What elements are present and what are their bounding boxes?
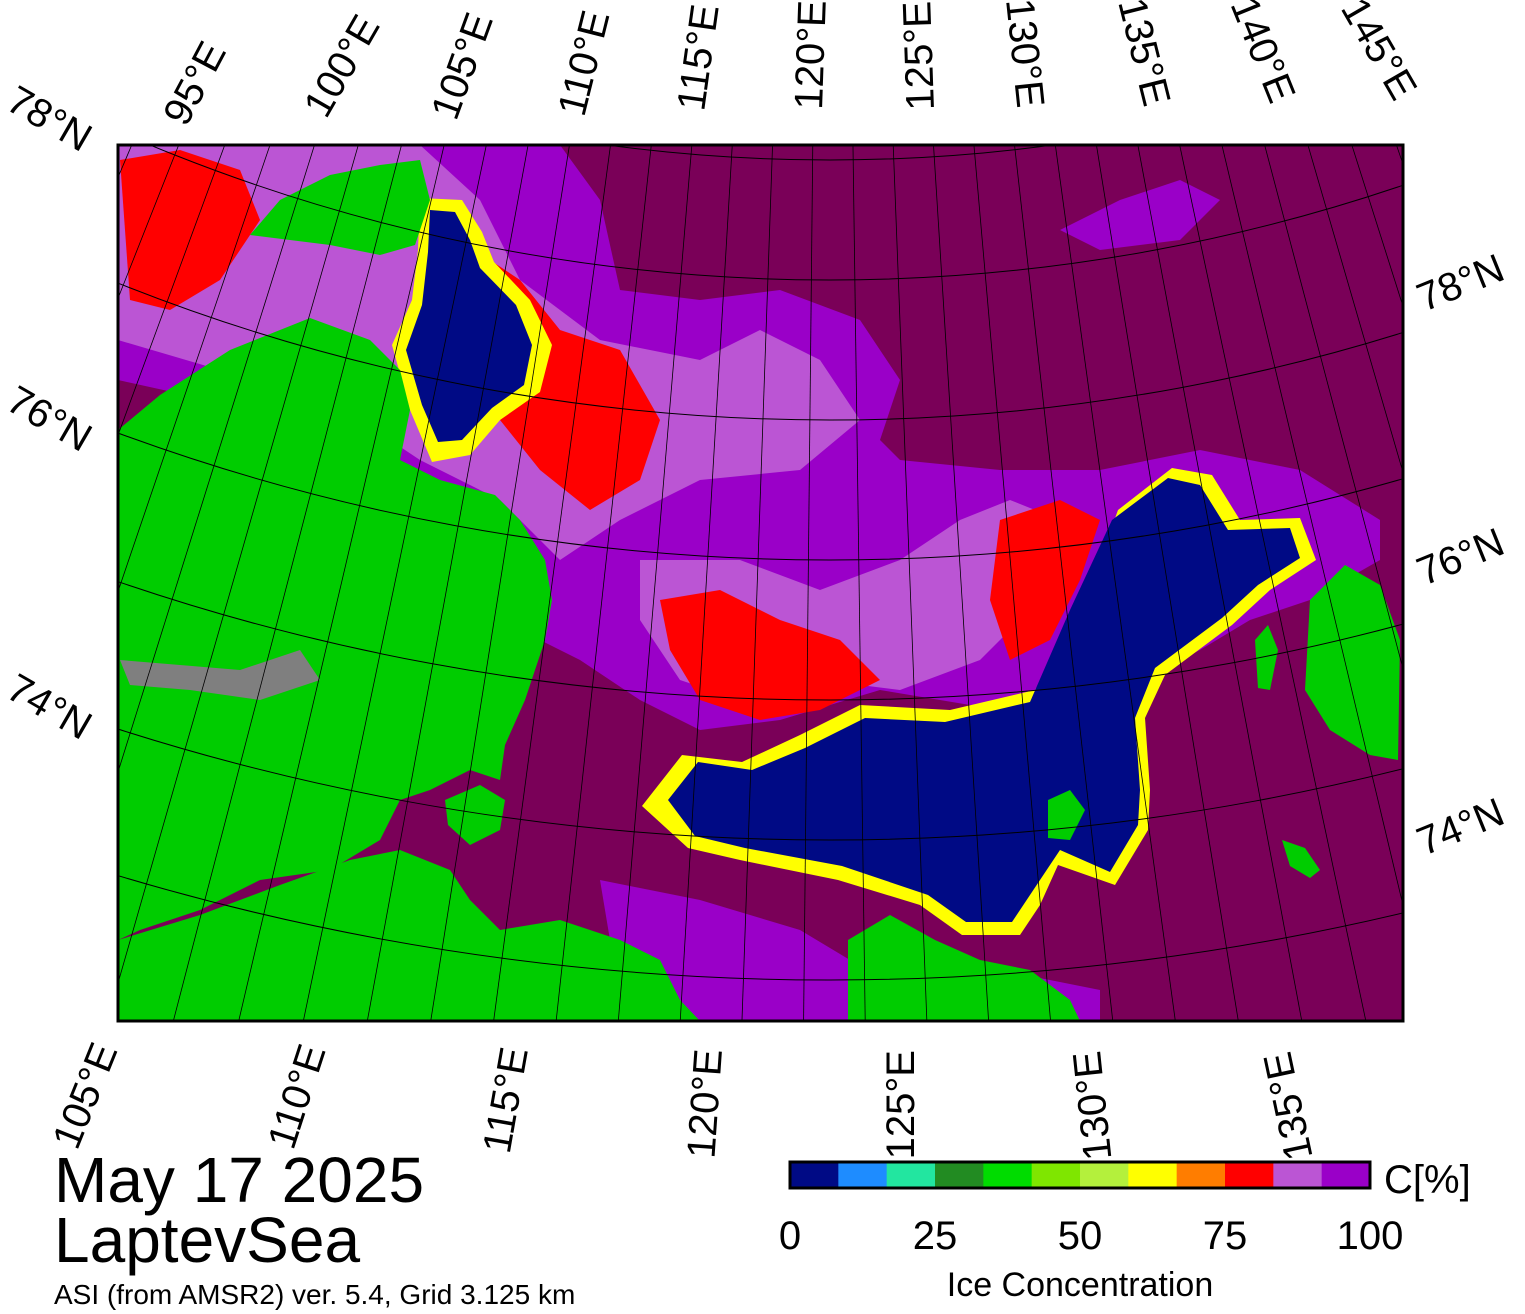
colorbar-tick-label: 50: [1057, 1214, 1103, 1258]
longitude-line: [118, 145, 359, 985]
longitude-line: [892, 145, 928, 1021]
longitude-line: [366, 145, 529, 1021]
lon-label-top: 145°E: [1332, 0, 1425, 107]
land-ice-patch: [120, 650, 320, 700]
longitude-line: [118, 145, 315, 774]
longitude-line: [1488, 0, 1525, 1017]
lon-label-bottom: 130°E: [1065, 1049, 1120, 1162]
colorbar-swatch: [935, 1162, 984, 1188]
taymyr-land: [118, 318, 552, 940]
longitude-line: [1264, 145, 1403, 671]
colorbar: [788, 1160, 1372, 1190]
longitude-line: [1307, 145, 1403, 474]
colorbar-tick-label: 25: [912, 1214, 958, 1258]
colorbar-swatch: [1273, 1162, 1323, 1188]
colorbar-frame: [788, 1160, 1372, 1190]
marginal-ice-east-patches: [1060, 180, 1220, 250]
longitude-line: [1137, 145, 1303, 1021]
lat-label-right: 74°N: [1411, 790, 1510, 864]
longitude-line: [973, 145, 1051, 1021]
lon-label-top: 115°E: [669, 2, 727, 114]
lon-label-top: 140°E: [1222, 0, 1304, 109]
lat-label-left: 74°N: [0, 666, 99, 749]
longitude-line: [679, 145, 733, 1021]
longitude-line: [617, 145, 693, 1021]
lat-label-right: 78°N: [1411, 246, 1510, 320]
longitude-line: [493, 145, 611, 1021]
longitude-line: [1520, 0, 1525, 986]
bay-island-land: [445, 785, 505, 845]
colorbar-swatch: [838, 1162, 888, 1188]
colorbar-swatch: [983, 1162, 1033, 1188]
lon-label-top: 95°E: [155, 35, 235, 133]
red-ice-east: [990, 500, 1100, 660]
longitude-line: [1014, 145, 1114, 1021]
longitude-line: [1221, 145, 1403, 907]
longitude-line: [238, 145, 445, 1021]
longitude-line: [1096, 145, 1239, 1021]
colorbar-tick-label: 75: [1202, 1214, 1248, 1258]
lon-label-top: 110°E: [550, 6, 618, 120]
longitude-line: [741, 145, 773, 1021]
colorbar-swatch: [1080, 1162, 1129, 1188]
top-longitude-labels: 95°E 100°E 105°E 110°E 115°E 120°E 125°E…: [155, 0, 1425, 132]
small-island-land: [1255, 625, 1278, 690]
colorbar-swatch: [790, 1162, 839, 1188]
lat-label-left: 76°N: [0, 378, 99, 461]
right-latitude-labels: 78°N 76°N 74°N: [1411, 246, 1510, 864]
region-title: LaptevSea: [54, 1204, 361, 1276]
lon-label-bottom: 110°E: [260, 1039, 335, 1154]
colorbar-swatch: [1128, 1162, 1178, 1188]
colorbar-swatch: [886, 1162, 936, 1188]
lon-label-top: 105°E: [423, 7, 502, 125]
colorbar-swatch: [1176, 1162, 1226, 1188]
lena-delta-land: [848, 915, 1080, 1021]
siberian-coast-land: [118, 850, 700, 1021]
longitude-line: [555, 145, 652, 1021]
longitude-line: [118, 145, 271, 593]
longitude-line: [1179, 145, 1367, 1021]
lon-label-bottom: 105°E: [45, 1037, 127, 1155]
lon-label-top: 130°E: [997, 0, 1052, 110]
lon-label-bottom: 120°E: [679, 1048, 731, 1160]
colorbar-unit: C[%]: [1384, 1158, 1471, 1202]
lon-label-top: 135°E: [1109, 0, 1178, 110]
lon-label-top: 125°E: [895, 0, 943, 111]
map-area: [118, 145, 1403, 1021]
lat-label-left: 78°N: [0, 78, 99, 161]
colorbar-title: Ice Concentration: [946, 1266, 1214, 1304]
lon-label-bottom: 135°E: [1256, 1048, 1322, 1164]
lon-label-top: 100°E: [296, 8, 389, 125]
longitude-line: [852, 145, 866, 1021]
map-frame: [116, 143, 1405, 1023]
source-note: ASI (from AMSR2) ver. 5.4, Grid 3.125 km: [54, 1279, 576, 1310]
colorbar-swatch: [1225, 1162, 1274, 1188]
new-siberian-island-land: [1305, 565, 1400, 760]
colorbar-tick-label: 0: [778, 1214, 802, 1258]
longitude-line: [803, 145, 814, 1021]
longitude-line: [1054, 145, 1176, 1021]
left-latitude-labels: 78°N 76°N 74°N: [0, 78, 99, 749]
red-ice-west: [120, 150, 260, 310]
polynya-northwest: [392, 198, 552, 462]
colorbar-swatch: [1031, 1162, 1081, 1188]
colorbar-tick-label: 100: [1336, 1214, 1404, 1258]
longitude-line: [933, 145, 990, 1021]
lat-label-right: 76°N: [1411, 520, 1510, 594]
red-ice-central: [660, 590, 880, 720]
longitude-line: [430, 145, 570, 1021]
longitude-line: [0, 0, 17, 854]
lon-label-bottom: 115°E: [475, 1044, 537, 1156]
colorbar-swatch: [1321, 1162, 1371, 1188]
small-island-land-2: [1282, 840, 1320, 878]
longitude-line: [302, 145, 487, 1021]
longitude-line: [172, 145, 402, 1021]
latitude-line: [606, 145, 1054, 161]
date-title: May 17 2025: [54, 1144, 425, 1216]
lon-label-bottom: 125°E: [879, 1050, 923, 1159]
lon-label-top: 120°E: [787, 0, 835, 110]
